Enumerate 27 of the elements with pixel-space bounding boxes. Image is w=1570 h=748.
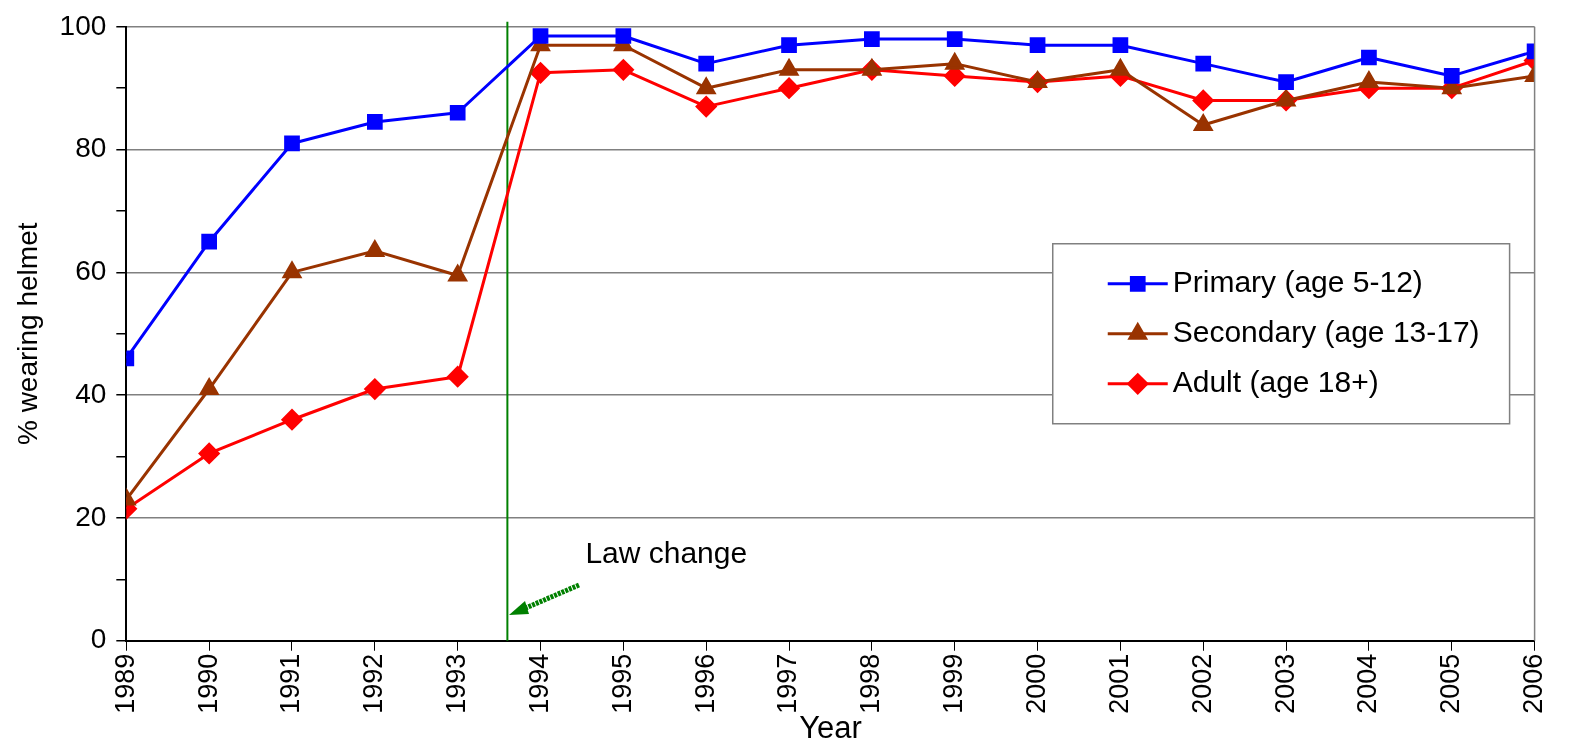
- y-tick-label: 40: [75, 377, 107, 409]
- x-tick-label: 2004: [1352, 653, 1383, 714]
- y-tick-label: 100: [59, 9, 107, 41]
- x-tick-label: 1989: [109, 653, 140, 714]
- x-tick-label: 2006: [1518, 653, 1549, 714]
- x-tick-label: 2001: [1103, 653, 1134, 714]
- x-tick-label: 1991: [275, 653, 306, 714]
- x-tick-label: 1995: [606, 653, 637, 714]
- x-tick-label: 1994: [523, 653, 554, 714]
- x-tick-label: 1990: [192, 653, 223, 714]
- ref-line-label: Law change: [585, 535, 748, 569]
- x-tick-label: 1996: [689, 653, 720, 714]
- x-tick-label: 1999: [938, 653, 969, 714]
- legend-label: Primary (age 5-12): [1172, 265, 1423, 299]
- x-tick-label: 1993: [441, 653, 472, 714]
- legend-label: Secondary (age 13-17): [1172, 315, 1480, 349]
- y-tick-label: 20: [75, 500, 107, 532]
- x-tick-label: 2000: [1021, 653, 1052, 714]
- legend-label: Adult (age 18+): [1172, 365, 1379, 399]
- x-tick-label: 2003: [1269, 653, 1300, 714]
- x-tick-label: 2002: [1186, 653, 1217, 714]
- x-tick-label: 1992: [358, 653, 389, 714]
- y-tick-label: 80: [75, 132, 107, 164]
- x-tick-label: 2005: [1435, 653, 1466, 714]
- y-tick-label: 0: [90, 623, 107, 655]
- y-tick-label: 60: [75, 255, 107, 287]
- y-axis-title: % wearing helmet: [11, 222, 43, 446]
